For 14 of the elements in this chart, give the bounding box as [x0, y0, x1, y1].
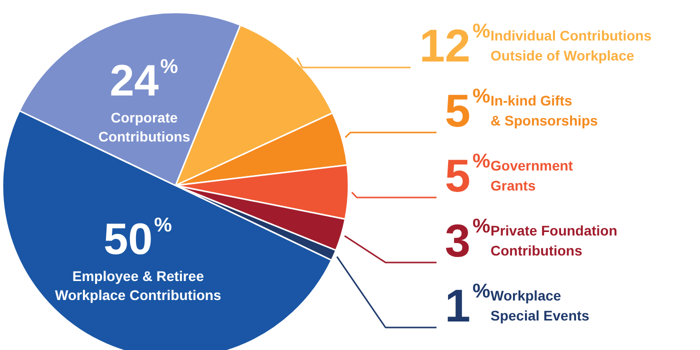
data-label: 12% [419, 20, 490, 72]
slice-label: Individual Contributions Outside of Workplace [490, 28, 652, 64]
slice-label: In-kind Gifts & Sponsorships [490, 92, 598, 128]
data-label: 1% [444, 280, 490, 332]
data-label: 5% [444, 150, 490, 202]
data-label: 5% [444, 84, 490, 136]
slice-label: Corporate Contributions [98, 109, 190, 144]
data-label: 24% [110, 56, 178, 106]
slice-label: Private Foundation Contributions [490, 222, 618, 258]
slice-label: Employee & Retiree Workplace Contributions [55, 268, 222, 304]
slice-label: Government Grants [490, 158, 574, 194]
slice-label: Workplace Special Events [490, 288, 590, 324]
data-label: 50% [104, 214, 172, 264]
data-label: 3% [444, 214, 490, 266]
